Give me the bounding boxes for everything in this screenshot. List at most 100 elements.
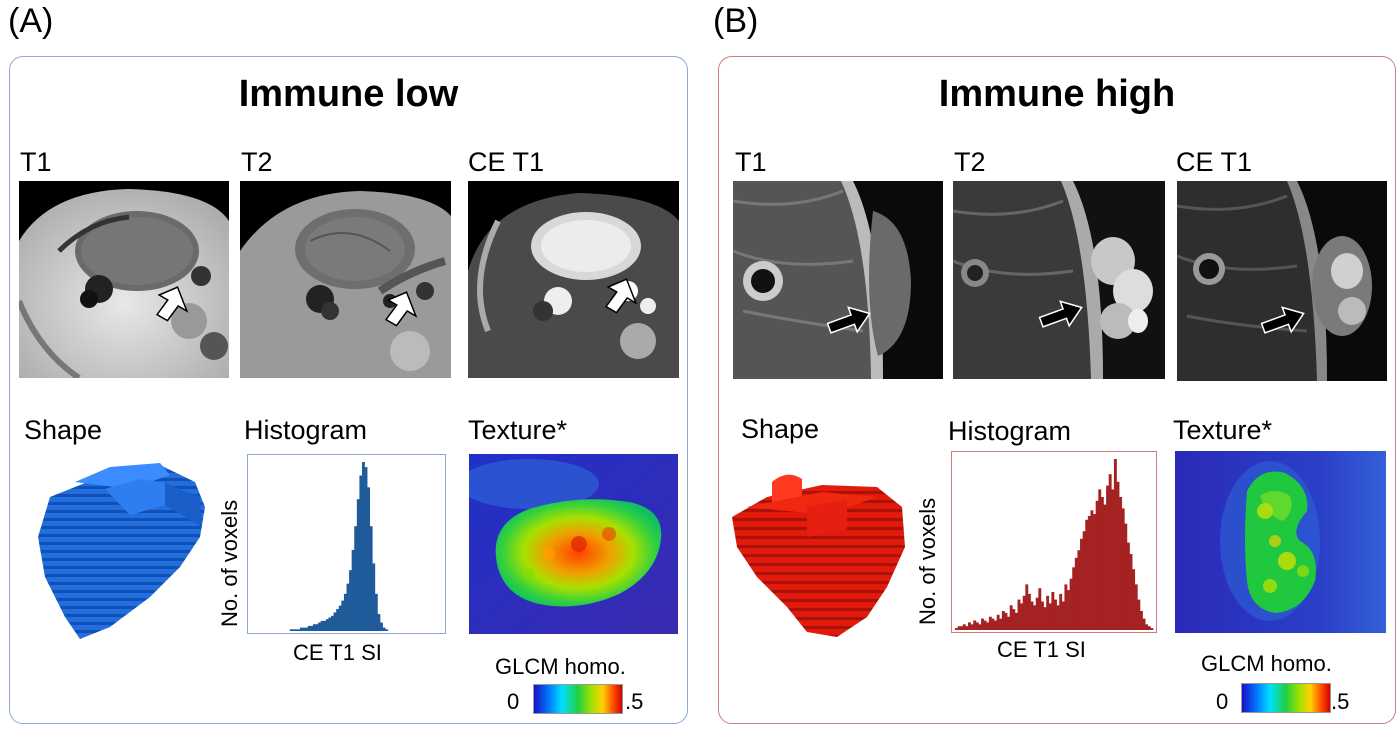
- histogram-bar: [1145, 624, 1149, 630]
- histogram-bar: [325, 619, 329, 631]
- histogram-bar: [1007, 616, 1011, 630]
- histogram-bar: [1137, 599, 1141, 630]
- histogram-bar: [374, 593, 378, 631]
- histogram-bar: [986, 622, 990, 630]
- histogram-bar: [1106, 485, 1110, 630]
- histogram-bar: [333, 612, 337, 631]
- histogram-bar: [1014, 612, 1018, 630]
- histogram-bar: [320, 620, 324, 631]
- histogram-bar: [1043, 607, 1047, 630]
- histogram-bar: [354, 526, 358, 631]
- mri-ce-t1-image: [1177, 181, 1387, 381]
- colorbar-a: [533, 684, 623, 714]
- histogram-bar: [960, 626, 964, 630]
- histogram-bar: [1061, 601, 1065, 630]
- histogram-bar: [292, 629, 296, 631]
- histogram-bar: [1048, 603, 1052, 630]
- histogram-bar: [372, 563, 376, 631]
- histogram-bar: [999, 618, 1003, 630]
- histogram-bar: [1001, 611, 1005, 630]
- t2-label: T2: [241, 147, 273, 177]
- histogram-bar: [1129, 554, 1133, 630]
- histogram-bar: [1077, 550, 1081, 630]
- histogram-bar: [380, 622, 383, 631]
- histogram-bar: [377, 614, 381, 631]
- histogram-bar: [359, 475, 363, 631]
- histogram-bar: [1139, 611, 1143, 630]
- shape-label: Shape: [24, 415, 103, 445]
- histogram-bar: [1038, 588, 1042, 630]
- mri-ce-t1-image: [468, 181, 679, 378]
- histogram-bar: [1100, 497, 1104, 630]
- histogram-bar: [1054, 599, 1057, 630]
- histogram-bar: [1017, 599, 1021, 630]
- histogram-bar: [1150, 628, 1154, 630]
- histogram-bar: [1093, 514, 1096, 630]
- histogram-bar: [1040, 601, 1044, 630]
- histogram-bar: [1072, 567, 1076, 630]
- histogram-bar: [968, 622, 971, 630]
- histogram-b-xlabel: CE T1 SI: [997, 637, 1086, 662]
- histogram-bar: [965, 626, 969, 630]
- histogram-bar: [975, 622, 979, 630]
- histogram-b-ylabel: No. of voxels: [915, 497, 940, 625]
- histogram-bar: [323, 620, 327, 631]
- mri-t1-image: [19, 181, 229, 378]
- histogram-bar: [361, 462, 365, 631]
- histogram-bar: [994, 620, 997, 630]
- histogram-bar: [297, 629, 301, 631]
- shape-label: Shape: [741, 414, 820, 444]
- histogram-bar: [1059, 593, 1063, 630]
- histogram-bar: [1121, 508, 1125, 630]
- ce-t1-label: CE T1: [1176, 147, 1253, 177]
- histogram-bar: [1004, 612, 1008, 630]
- histogram-bar: [1142, 618, 1146, 630]
- histogram-bar: [294, 629, 298, 631]
- histogram-bar: [988, 616, 992, 630]
- texture-label: Texture*: [468, 415, 568, 445]
- histogram-bar: [1074, 557, 1078, 630]
- histogram-bar: [364, 467, 368, 631]
- colorbar-b-title: GLCM homo.: [1201, 651, 1332, 676]
- histogram-bar: [1134, 584, 1138, 630]
- histogram-a-xlabel: CE T1 SI: [293, 640, 382, 665]
- histogram-bar: [970, 624, 974, 630]
- histogram-bar: [1116, 481, 1120, 630]
- colorbar-a-min: 0: [507, 689, 520, 714]
- histogram-bar: [349, 570, 352, 631]
- colorbar-a-max: .5: [625, 689, 644, 714]
- histogram-a-plot: [247, 454, 446, 634]
- histogram-bar: [1035, 597, 1039, 630]
- histogram-bar: [962, 624, 966, 630]
- histogram-bar: [1087, 516, 1091, 630]
- histogram-bar: [310, 625, 314, 631]
- histogram-bar: [1067, 590, 1070, 630]
- histogram-bar: [978, 624, 982, 630]
- panel-immune-low: Immune low T1 T2 CE T1: [9, 56, 688, 724]
- histogram-bar: [1069, 578, 1073, 630]
- histogram-bar: [289, 629, 293, 631]
- colorbar-a-title: GLCM homo.: [495, 654, 626, 679]
- histogram-bar: [1098, 489, 1102, 630]
- colorbar-b: [1241, 683, 1331, 713]
- texture-map-b: [1175, 451, 1386, 633]
- panel-a-title: Immune low: [238, 73, 459, 115]
- mri-t1-image: [733, 181, 943, 379]
- colorbar-b-max: .5: [1331, 689, 1350, 714]
- histogram-bar: [1090, 510, 1094, 630]
- t1-label: T1: [20, 147, 52, 177]
- histogram-bar: [1124, 523, 1128, 630]
- histogram-bar: [1126, 542, 1130, 630]
- histogram-bar: [1108, 474, 1112, 630]
- ce-t1-label: CE T1: [468, 147, 545, 177]
- histogram-bar: [318, 622, 321, 631]
- histogram-bar: [955, 628, 958, 630]
- histogram-bar: [312, 624, 316, 631]
- histogram-bar: [356, 499, 360, 631]
- mri-t2-image: [953, 181, 1165, 379]
- histogram-bar: [369, 526, 373, 631]
- texture-label: Texture*: [1173, 415, 1273, 445]
- histogram-bar: [382, 627, 386, 631]
- histogram-bar: [1132, 569, 1136, 630]
- histogram-bar: [315, 624, 319, 631]
